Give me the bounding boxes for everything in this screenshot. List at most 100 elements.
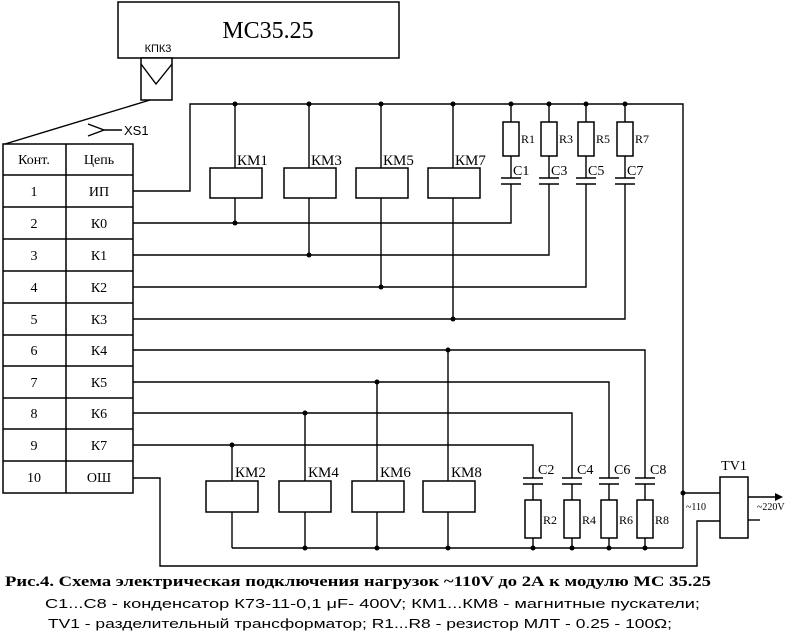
xs1-arrow-icon: [87, 123, 106, 137]
relay-coil: [351, 480, 405, 513]
table-cell-circuit: К7: [91, 439, 107, 454]
junction-dot: [374, 545, 380, 551]
table-cell-contact: 8: [31, 407, 38, 422]
wire-common-osh: [133, 477, 720, 567]
junction-dot: [508, 101, 514, 107]
capacitor-label: C4: [577, 463, 593, 478]
caption-title: Рис.4. Схема электрическая подключения н…: [5, 574, 711, 590]
wire-k1: [133, 184, 550, 256]
relay-coil: [283, 167, 337, 199]
table-cell-contact: 9: [31, 439, 38, 454]
junction-dot: [583, 101, 589, 107]
wire-k6: [133, 412, 573, 478]
table-cell-contact: 10: [27, 471, 41, 486]
table-cell-circuit: ИП: [89, 185, 109, 200]
resistor-r1: [502, 121, 520, 157]
junction-dot: [306, 252, 312, 258]
relay-label: КМ8: [451, 465, 482, 481]
table-cell-circuit: К0: [91, 217, 107, 232]
transformer-tv1: TV1 ~110 ~220V: [686, 459, 785, 539]
table-frame: [2, 143, 134, 494]
wire-k7: [133, 444, 534, 478]
table-cell-contact: 7: [31, 376, 38, 391]
capacitor-label: C3: [551, 164, 567, 179]
table-cell-contact: 4: [31, 281, 38, 296]
relay-label: КМ6: [380, 465, 411, 481]
table-header-contact: Конт.: [18, 153, 50, 168]
capacitor-label: C7: [627, 164, 643, 179]
caption-line-transformer: TV1 - разделительный трансформатор; R1..…: [48, 616, 672, 631]
relay-km7: КМ7: [427, 104, 486, 319]
module-connector-label: КПК3: [145, 43, 172, 55]
snubber-r5-c5: R5 C5: [576, 104, 610, 185]
resistor-r4: [563, 499, 581, 539]
relay-label: КМ2: [235, 465, 266, 481]
wire-k2: [133, 184, 587, 288]
capacitor-label: C8: [650, 463, 666, 478]
snubber-c6-r6: C6 R6: [599, 463, 633, 548]
junction-dot: [546, 101, 552, 107]
table-cell-contact: 2: [31, 217, 38, 232]
wire-k4: [133, 349, 646, 478]
table-cell-circuit: К5: [91, 376, 107, 391]
connector-socket-symbol: [4, 57, 173, 145]
relay-coil: [278, 480, 332, 513]
wire-k3: [133, 184, 626, 320]
junction-dot: [569, 545, 575, 551]
resistor-r8: [636, 499, 654, 539]
resistor-label: R8: [655, 513, 669, 527]
junction-dot: [374, 379, 380, 385]
resistor-label: R3: [559, 132, 573, 146]
capacitor-label: C1: [513, 164, 529, 179]
relay-km4: КМ4: [278, 413, 339, 548]
relay-km8: КМ8: [422, 350, 482, 548]
resistor-label: R2: [543, 513, 557, 527]
relay-coil: [209, 167, 263, 199]
snubber-r1-c1: R1 C1: [501, 104, 535, 185]
snubber-c4-r4: C4 R4: [562, 463, 596, 548]
capacitor-label: C2: [538, 463, 554, 478]
resistor-r6: [600, 499, 618, 539]
relay-coil: [355, 167, 409, 199]
transformer-label: TV1: [721, 459, 747, 474]
resistor-label: R4: [582, 513, 596, 527]
table-cell-circuit: ОШ: [87, 471, 111, 486]
relay-km1: КМ1: [209, 104, 268, 223]
junction-dot: [229, 442, 235, 448]
junction-dot: [642, 545, 648, 551]
xs1-connector-marker: XS1: [87, 123, 149, 138]
junction-dot: [306, 101, 312, 107]
junction-dot: [378, 284, 384, 290]
resistor-label: R5: [596, 132, 610, 146]
resistor-r7: [616, 121, 634, 157]
resistor-r2: [524, 499, 542, 539]
module-title: МС35.25: [222, 18, 313, 44]
table-cell-contact: 3: [31, 249, 38, 264]
wire-ip-supply: [133, 103, 684, 548]
junction-dot: [445, 545, 451, 551]
table-cell-circuit: К6: [91, 407, 107, 422]
relay-label: КМ1: [237, 153, 268, 169]
capacitor-label: C6: [614, 463, 630, 478]
harness-line: [4, 99, 151, 145]
table-cell-contact: 6: [31, 344, 38, 359]
relay-km6: КМ6: [351, 382, 411, 548]
table-cell-circuit: К4: [91, 344, 107, 359]
capacitor-label: C5: [588, 164, 604, 179]
junction-dot: [232, 101, 238, 107]
junction-dot: [302, 545, 308, 551]
socket-chevron: [140, 63, 173, 86]
transformer-output-label: ~220V: [757, 502, 785, 513]
resistor-label: R7: [635, 132, 649, 146]
resistor-r3: [540, 121, 558, 157]
junction-dot: [450, 101, 456, 107]
junction-dot: [622, 101, 628, 107]
junction-dot: [445, 347, 451, 353]
output-arrow-icon: [775, 493, 783, 501]
junction-dots: [229, 101, 686, 551]
snubber-r7-c7: R7 C7: [615, 104, 649, 185]
caption-line-components: С1...С8 - конденсатор К73-11-0,1 μF- 400…: [45, 596, 700, 611]
socket-frame: [140, 57, 173, 101]
